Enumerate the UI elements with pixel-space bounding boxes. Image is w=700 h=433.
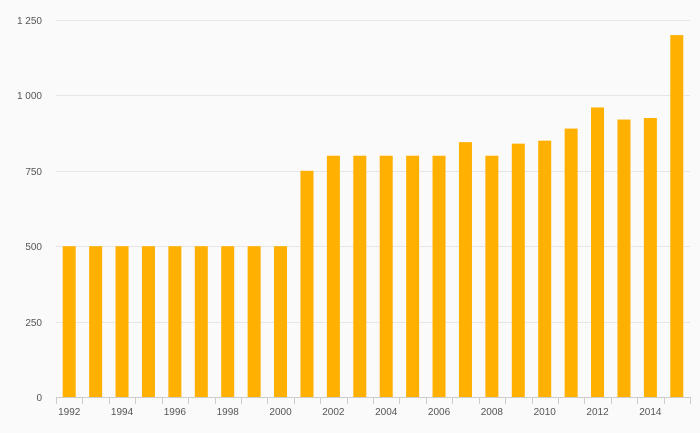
x-tick-label: 1998 [217, 407, 240, 418]
bar-2001 [300, 170, 314, 397]
y-tick-label: 1 000 [17, 91, 42, 102]
bar-2006 [432, 155, 446, 397]
bar-2005 [406, 155, 420, 397]
bar-2013 [617, 119, 631, 397]
bar-1999 [247, 246, 261, 397]
x-tick-label: 2004 [375, 407, 398, 418]
bar-2002 [326, 155, 340, 397]
bar-1997 [194, 246, 208, 397]
x-tick-label: 2014 [639, 407, 662, 418]
bar-1995 [141, 246, 155, 397]
x-tick-label: 2000 [269, 407, 292, 418]
bar-2011 [564, 128, 578, 397]
bar-1994 [115, 246, 129, 397]
bar-1992 [62, 246, 76, 397]
bar-2004 [379, 155, 393, 397]
x-tick-label: 1992 [58, 407, 81, 418]
x-tick-label: 1994 [111, 407, 134, 418]
x-tick-label: 2002 [322, 407, 345, 418]
bar-1993 [89, 246, 103, 397]
y-tick-label: 500 [25, 242, 42, 253]
x-tick-label: 2012 [586, 407, 609, 418]
x-tick-label: 2008 [481, 407, 504, 418]
bar-2014 [643, 118, 657, 398]
grid-lines [56, 20, 690, 323]
y-tick-label: 250 [25, 318, 42, 329]
x-tick-label: 2006 [428, 407, 451, 418]
bar-2000 [274, 246, 288, 397]
bar-2007 [458, 142, 472, 397]
x-tick-label: 2010 [534, 407, 557, 418]
bar-2008 [485, 155, 499, 397]
bar-2003 [353, 155, 367, 397]
bars [62, 35, 684, 398]
y-tick-label: 750 [25, 167, 42, 178]
bar-2015 [670, 35, 684, 397]
bar-2010 [538, 140, 552, 397]
x-axis-ticks: 1992 1994 1996 1998 2000 2002 2004 2006 2008 2010… [56, 397, 691, 418]
bar-2009 [511, 143, 525, 397]
bar-1998 [221, 246, 235, 397]
y-axis-ticks: 0 250 500 750 1 000 1 250 [17, 16, 42, 404]
x-tick-label: 1996 [164, 407, 187, 418]
bar-2012 [591, 107, 605, 398]
y-tick-label: 0 [36, 393, 42, 404]
bar-1996 [168, 246, 182, 397]
y-tick-label: 1 250 [17, 16, 42, 27]
